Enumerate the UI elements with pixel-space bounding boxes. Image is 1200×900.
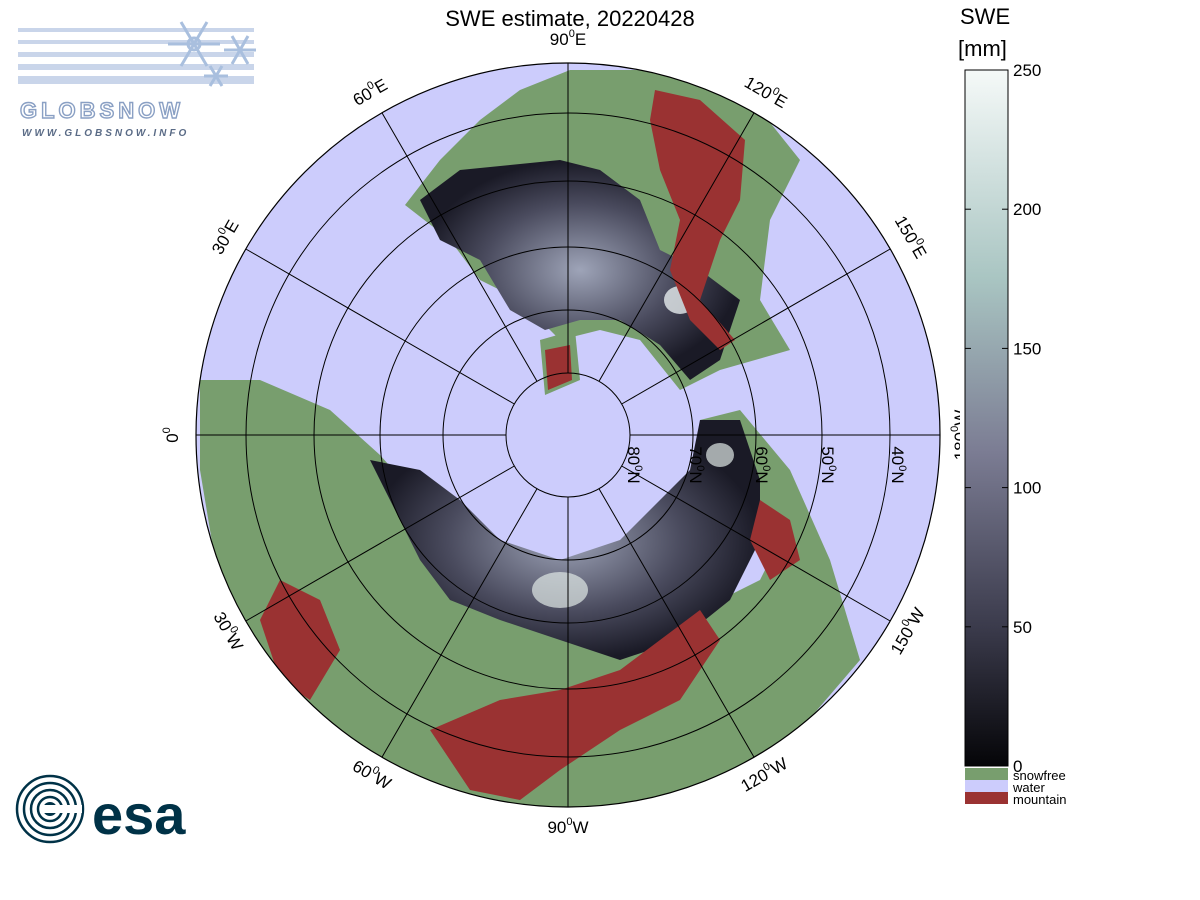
meridian-label: 600E <box>349 73 391 110</box>
mountain-east-asia <box>750 500 800 580</box>
legend-label-mountain: mountain <box>1013 792 1066 807</box>
legend-swatch-water <box>965 780 1008 792</box>
parallel-label: 800N <box>624 446 644 483</box>
graticule-labels: 00300W600W900W1200W1500W1800W1500E1200E9… <box>161 28 960 838</box>
mountain-central-asia <box>430 610 720 800</box>
meridian-line <box>381 488 538 758</box>
mountain-rockies <box>650 90 745 350</box>
meridian-label: 00 <box>161 427 183 443</box>
meridian-label: 1800W <box>949 410 960 461</box>
legend-label-snowfree: snowfree <box>1013 768 1066 783</box>
mountain-layer <box>260 90 800 800</box>
colorbar-tick-label: 150 <box>1013 339 1041 358</box>
meridian-label: 1500E <box>890 212 932 262</box>
polar-swe-map: 00300W600W900W1200W1500W1800W1500E1200E9… <box>161 28 960 838</box>
meridian-line <box>245 465 515 622</box>
colorbar-tick-label: 100 <box>1013 479 1041 498</box>
meridian-line <box>598 488 755 758</box>
snow-highlight <box>706 443 734 467</box>
globsnow-logo: GLOBSNOW WWW.GLOBSNOW.INFO <box>18 21 256 139</box>
colorbar-tick-label: 0 <box>1013 757 1022 776</box>
meridian-label: 1200E <box>741 71 791 113</box>
graticule <box>196 63 940 807</box>
meridian-line <box>621 248 891 405</box>
legend-label-water: water <box>1012 780 1045 795</box>
meridian-line <box>621 465 891 622</box>
meridian-label: 900W <box>547 816 588 838</box>
globsnow-wordmark: GLOBSNOW <box>20 98 184 123</box>
globsnow-url: WWW.GLOBSNOW.INFO <box>22 128 189 139</box>
snow-cover-north-america <box>420 160 740 380</box>
colorbar-gradient <box>964 69 1009 767</box>
swe-colorbar: 250 200 150 100 50 0 snowfree water mountain <box>964 61 1066 807</box>
legend-swatch-snowfree <box>965 768 1008 780</box>
meridian-label: 300E <box>206 216 243 258</box>
meridian-line <box>381 112 538 382</box>
snow-cover-eurasia <box>370 420 760 660</box>
esa-wordmark: esa <box>92 783 186 846</box>
colorbar-tick-label: 200 <box>1013 200 1041 219</box>
meridian-line <box>245 248 515 405</box>
map-border <box>195 62 941 808</box>
legend-title-line1: SWE <box>960 4 1011 29</box>
legend-title-line2: [mm] <box>958 36 1007 61</box>
meridian-label: 900E <box>550 28 586 50</box>
snow-highlight <box>532 572 588 608</box>
parallel-label: 500N <box>818 446 838 483</box>
colorbar-tick-label: 50 <box>1013 618 1032 637</box>
snowflake-icon <box>168 21 256 87</box>
meridian-line <box>598 112 755 382</box>
legend-swatch-mountain <box>965 792 1008 804</box>
snow-layer <box>370 160 760 660</box>
parallel-label: 400N <box>888 446 908 483</box>
mountain-greenland <box>545 345 572 390</box>
parallel-label: 600N <box>752 446 772 483</box>
esa-logo: esa <box>15 774 186 846</box>
map-title: SWE estimate, 20220428 <box>445 6 695 31</box>
colorbar-tick-label: 250 <box>1013 61 1041 80</box>
colorbar-ticks: 250 200 150 100 50 0 <box>965 61 1041 776</box>
parallel-label: 700N <box>686 446 706 483</box>
landmass-eurasia <box>200 380 860 807</box>
logo-stripes <box>18 28 254 84</box>
